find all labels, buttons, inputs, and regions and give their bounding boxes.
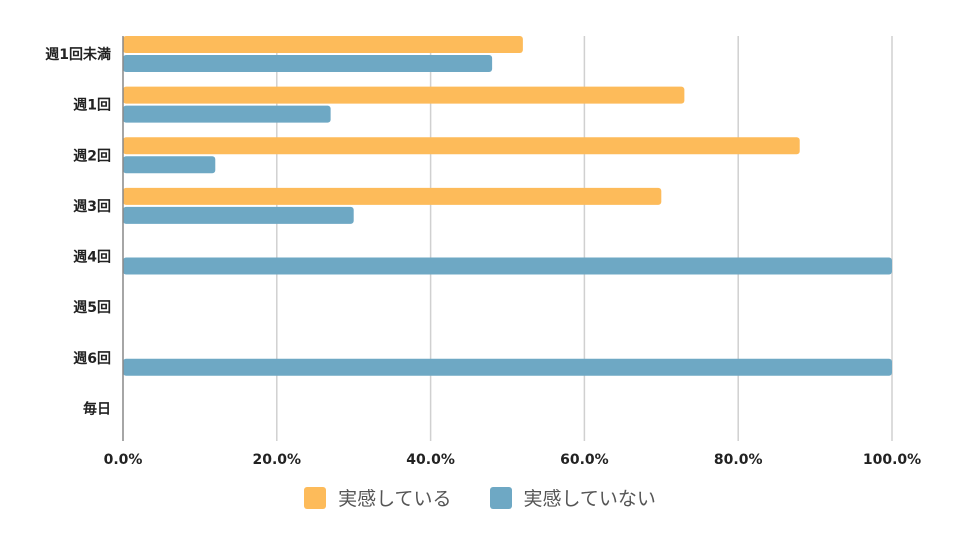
axes: 0.0% 20.0% 40.0% 60.0% 80.0% 100.0% 週1回未満週1回週2… (45, 36, 921, 468)
bar-feel (123, 137, 800, 155)
y-tick-label: 週2回 (73, 148, 111, 164)
legend-item-series-1: 実感していない (489, 484, 656, 511)
bar-feel (123, 187, 662, 205)
x-tick-label: 40.0% (406, 452, 455, 468)
y-tick-label: 週1回未満 (45, 46, 111, 63)
bar-not-feel (123, 105, 331, 123)
x-tick-label: 0.0% (104, 452, 143, 468)
y-tick-label: 週3回 (73, 199, 111, 215)
legend-swatch-series-1 (489, 486, 512, 509)
x-tick-label: 80.0% (714, 452, 763, 468)
y-tick-label: 週4回 (73, 250, 111, 266)
y-tick-label: 週5回 (73, 300, 111, 316)
x-tick-label: 60.0% (560, 452, 609, 468)
bar-feel (123, 36, 523, 53)
bar-feel (123, 86, 685, 104)
y-tick-label: 週1回 (73, 98, 111, 114)
legend-label-series-0: 実感している (338, 488, 452, 510)
legend: 実感している 実感していない (0, 484, 960, 511)
y-tick-label: 週6回 (73, 351, 111, 367)
bars (123, 36, 892, 376)
bar-not-feel (123, 156, 216, 174)
x-tick-label: 20.0% (253, 452, 302, 468)
legend-label-series-1: 実感していない (523, 488, 656, 510)
bar-not-feel (123, 358, 892, 376)
legend-swatch-series-0 (304, 486, 327, 509)
bar-not-feel (123, 257, 892, 275)
bar-not-feel (123, 55, 493, 72)
legend-item-series-0: 実感している (304, 484, 452, 511)
y-tick-label: 毎日 (83, 400, 111, 417)
x-tick-label: 100.0% (863, 452, 921, 468)
bar-not-feel (123, 206, 354, 224)
